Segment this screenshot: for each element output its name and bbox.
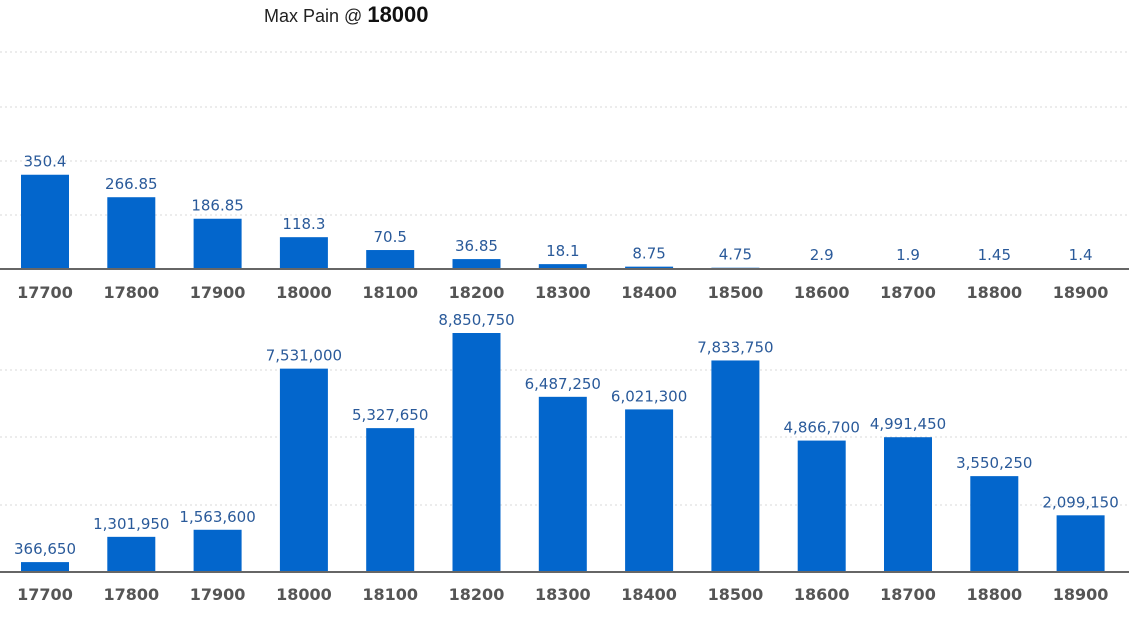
- premium-data-label-18600: 2.9: [810, 246, 834, 264]
- premium-data-label-17900: 186.85: [191, 197, 244, 215]
- pain-x-tick-18000: 18000: [276, 585, 332, 604]
- premium-bar-17700[interactable]: [21, 174, 69, 269]
- premium-x-tick-18800: 18800: [966, 283, 1022, 302]
- pain-bar-18600[interactable]: [797, 440, 846, 572]
- pain-data-label-18600: 4,866,700: [784, 419, 860, 437]
- pain-x-tick-18500: 18500: [708, 585, 764, 604]
- max-pain-value: 18000: [367, 2, 429, 27]
- premium-data-label-18400: 8.75: [632, 245, 665, 263]
- premium-x-tick-17800: 17800: [103, 283, 159, 302]
- pain-data-label-17700: 366,650: [14, 540, 76, 558]
- pain-x-tick-18800: 18800: [966, 585, 1022, 604]
- pain-data-label-18300: 6,487,250: [525, 375, 601, 393]
- pain-data-label-18200: 8,850,750: [438, 311, 514, 329]
- premium-bar-18200[interactable]: [452, 259, 501, 269]
- premium-x-tick-17700: 17700: [17, 283, 73, 302]
- pain-bar-18200[interactable]: [452, 333, 501, 572]
- pain-bar-18800[interactable]: [970, 476, 1019, 572]
- premium-bar-17800[interactable]: [107, 197, 156, 269]
- premium-data-label-18000: 118.3: [282, 215, 325, 233]
- premium-bar-18300[interactable]: [538, 264, 587, 269]
- pain-bar-17700[interactable]: [21, 562, 69, 572]
- pain-x-tick-17700: 17700: [17, 585, 73, 604]
- premium-data-label-17700: 350.4: [24, 153, 67, 171]
- pain-bar-18300[interactable]: [538, 396, 587, 572]
- pain-x-tick-18100: 18100: [362, 585, 418, 604]
- pain-data-label-18900: 2,099,150: [1042, 493, 1118, 511]
- pain-bar-18500[interactable]: [711, 360, 760, 572]
- pain-data-label-18100: 5,327,650: [352, 406, 428, 424]
- premium-x-tick-18000: 18000: [276, 283, 332, 302]
- premium-bar-18400[interactable]: [625, 266, 674, 269]
- pain-data-label-18000: 7,531,000: [266, 347, 342, 365]
- pain-bar-17800[interactable]: [107, 536, 156, 572]
- chart-title: Max Pain @ 18000: [264, 2, 429, 28]
- pain-value-bar-chart: 366,650 17700 1,301,950 17800 1,563,600 17900…: [0, 311, 1129, 604]
- pain-bar-17900[interactable]: [193, 529, 242, 572]
- pain-bar-18100[interactable]: [366, 428, 415, 572]
- premium-data-label-18200: 36.85: [455, 237, 498, 255]
- premium-x-tick-18700: 18700: [880, 283, 936, 302]
- pain-bar-18400[interactable]: [625, 409, 674, 572]
- premium-bar-17900[interactable]: [193, 218, 242, 269]
- pain-data-label-17800: 1,301,950: [93, 515, 169, 533]
- pain-x-tick-18600: 18600: [794, 585, 850, 604]
- premium-data-label-18700: 1.9: [896, 246, 920, 264]
- pain-x-tick-18900: 18900: [1053, 585, 1109, 604]
- pain-bar-18900[interactable]: [1056, 515, 1105, 572]
- pain-data-label-18700: 4,991,450: [870, 415, 946, 433]
- premium-x-tick-18900: 18900: [1053, 283, 1109, 302]
- title-prefix: Max Pain @: [264, 6, 363, 26]
- premium-x-tick-18500: 18500: [708, 283, 764, 302]
- pain-x-tick-18400: 18400: [621, 585, 677, 604]
- pain-x-tick-17900: 17900: [190, 585, 246, 604]
- pain-x-tick-18200: 18200: [449, 585, 505, 604]
- premium-bar-chart: 350.4 17700 266.85 17800 186.85 17900 118.3 180…: [0, 51, 1129, 302]
- pain-bar-18000[interactable]: [279, 368, 328, 572]
- pain-data-label-18400: 6,021,300: [611, 387, 687, 405]
- pain-data-label-18800: 3,550,250: [956, 454, 1032, 472]
- premium-x-tick-17900: 17900: [190, 283, 246, 302]
- premium-x-tick-18600: 18600: [794, 283, 850, 302]
- premium-data-label-18900: 1.4: [1069, 246, 1093, 264]
- premium-data-label-18100: 70.5: [373, 228, 406, 246]
- pain-data-label-17900: 1,563,600: [179, 508, 255, 526]
- premium-x-tick-18100: 18100: [362, 283, 418, 302]
- premium-bar-18100[interactable]: [366, 250, 415, 269]
- premium-data-label-17800: 266.85: [105, 175, 158, 193]
- pain-bar-18700[interactable]: [884, 437, 932, 572]
- premium-data-label-18500: 4.75: [719, 246, 752, 264]
- premium-bar-18000[interactable]: [279, 237, 328, 269]
- pain-x-tick-18300: 18300: [535, 585, 591, 604]
- premium-data-label-18800: 1.45: [978, 246, 1011, 264]
- premium-x-tick-18300: 18300: [535, 283, 591, 302]
- pain-x-tick-17800: 17800: [103, 585, 159, 604]
- premium-x-tick-18400: 18400: [621, 283, 677, 302]
- premium-x-tick-18200: 18200: [449, 283, 505, 302]
- premium-data-label-18300: 18.1: [546, 242, 579, 260]
- pain-data-label-18500: 7,833,750: [697, 338, 773, 356]
- pain-x-tick-18700: 18700: [880, 585, 936, 604]
